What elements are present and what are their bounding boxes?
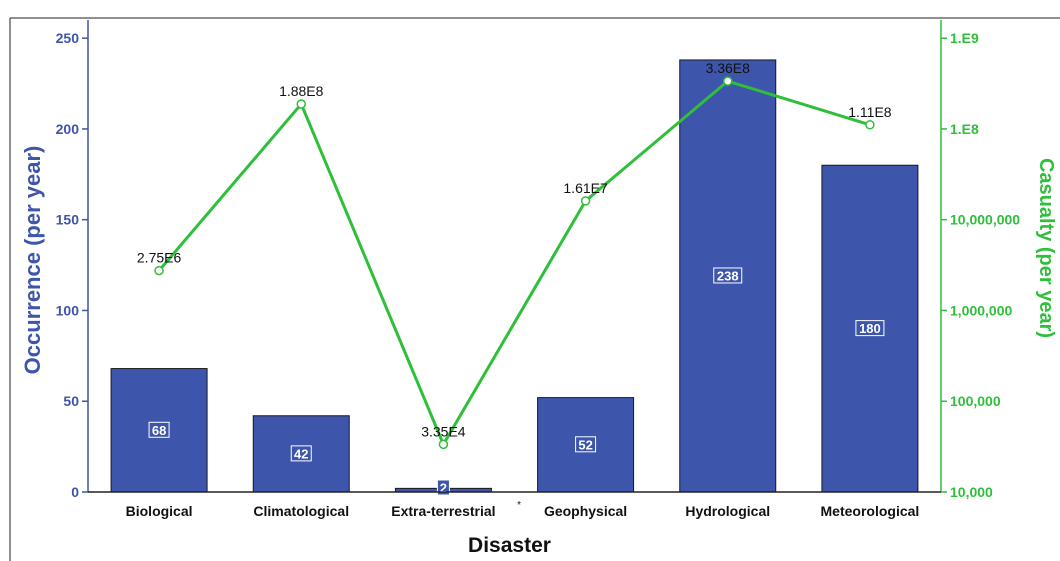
y-right-tick-label: 100,000	[950, 393, 1001, 409]
line-data-label: 1.11E8	[848, 104, 892, 120]
bar-data-label: 42	[294, 446, 308, 461]
bar-data-label: 52	[578, 437, 592, 452]
axes: 0 50 100 150 200 250 10,000 100,000 1,000,000 10,…	[9, 17, 1060, 561]
line-series	[154, 76, 875, 450]
line-data-labels: 2.75E6 1.88E8 3.35E4 1.61E7 3.36E8 1.11E8	[137, 60, 892, 439]
bar-data-label: 180	[859, 321, 881, 336]
line-point	[580, 196, 591, 206]
y-left-tick-label: 100	[56, 302, 80, 318]
y-left-tick-label: 200	[56, 121, 80, 137]
y-left-axis-title: Occurrence (per year)	[20, 146, 45, 375]
line-point	[723, 76, 733, 86]
bar-data-labels: 68 42 2 52 238 180	[148, 267, 885, 496]
line-point	[865, 120, 875, 130]
bar-data-label-box	[713, 267, 743, 284]
x-tick-label: Meteorological	[821, 503, 920, 519]
x-tick-label: Extra-terrestrial	[391, 503, 495, 519]
line-point	[438, 439, 449, 450]
bar-series	[110, 59, 919, 493]
bar-data-label: 2	[440, 481, 447, 496]
line-data-label: 3.36E8	[706, 60, 751, 76]
x-tick-label: Hydrological	[685, 503, 770, 519]
y-right-tick-label: 10,000	[950, 484, 993, 500]
y-left-tick-label: 150	[56, 212, 80, 228]
bar-data-label-box	[148, 421, 170, 438]
line-path	[157, 79, 871, 446]
bar-data-label: 238	[717, 268, 739, 283]
line-point	[296, 99, 306, 109]
y-left-tick-label: 50	[63, 393, 79, 409]
y-right-tick-label: 1,000,000	[950, 302, 1012, 318]
bar-data-label-box	[575, 436, 597, 453]
y-right-tick-label: 1.E9	[950, 30, 979, 46]
y-left-tick-label: 250	[56, 30, 80, 46]
x-tick-label: Biological	[126, 503, 193, 519]
bar-data-label-box	[855, 320, 885, 337]
x-tick-label-footnote-mark: *	[517, 500, 521, 511]
line-data-label: 1.88E8	[279, 83, 324, 99]
y-right-tick-label: 10,000,000	[950, 212, 1020, 228]
x-tick-labels: Biological Climatological Extra-terrestria…	[126, 500, 920, 519]
line-point	[154, 265, 164, 276]
line-data-label: 1.61E7	[563, 180, 608, 196]
x-tick-label: Geophysical	[544, 503, 627, 519]
y-left-tick-label: 0	[71, 484, 79, 500]
bar-data-label: 68	[152, 423, 166, 438]
x-tick-label: Climatological	[253, 503, 349, 519]
x-axis-title: Disaster	[468, 534, 551, 557]
y-right-tick-label: 1.E8	[950, 121, 979, 137]
line-data-label: 2.75E6	[137, 250, 182, 266]
y-right-axis-title: Casualty (per year)	[1035, 158, 1057, 338]
bar-data-label-box	[290, 445, 312, 462]
line-data-label: 3.35E4	[421, 423, 466, 439]
